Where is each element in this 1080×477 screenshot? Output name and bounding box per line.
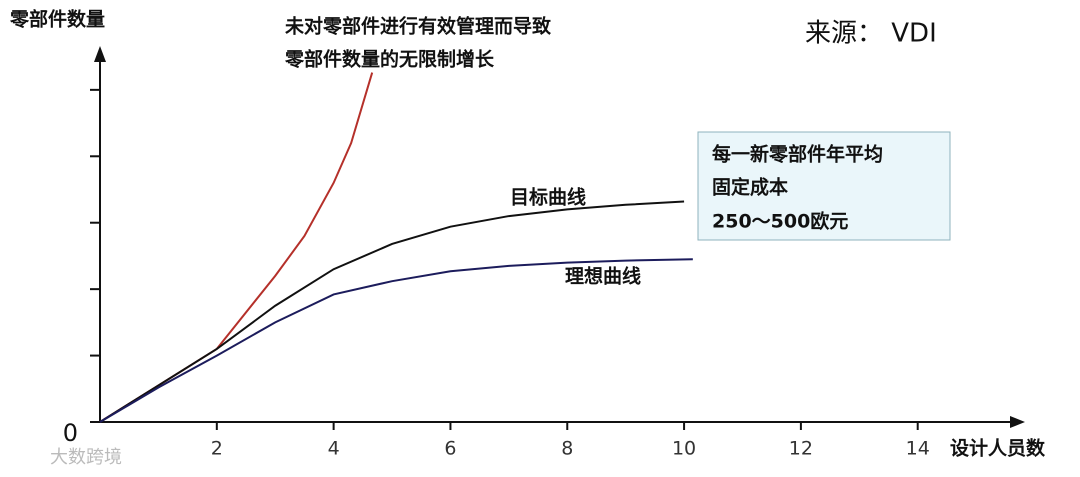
x-tick-label: 8 — [561, 438, 573, 460]
x-tick-label: 12 — [789, 438, 813, 460]
series-line — [99, 200, 685, 423]
series-label: 理想曲线 — [565, 265, 641, 288]
source: 来源： VDI — [805, 19, 937, 49]
x-tick-label: 6 — [444, 438, 456, 460]
note-text: 每一新零部件年平均 — [712, 143, 883, 166]
y-arrow — [94, 46, 106, 62]
x-tick-label: 2 — [211, 438, 223, 460]
note-text: 固定成本 — [712, 176, 788, 199]
y-axis-title: 零部件数量 — [9, 8, 105, 31]
series-line — [99, 258, 693, 423]
y-tick-label: 0 — [63, 419, 78, 447]
note-box — [697, 131, 951, 241]
x-tick-label: 14 — [906, 438, 930, 460]
x-axis-title: 设计人员数 — [950, 437, 1046, 460]
x-tick-label: 4 — [328, 438, 340, 460]
watermark: 大数跨境 — [50, 447, 122, 468]
x-tick-label: 10 — [672, 438, 696, 460]
annotation: 未对零部件进行有效管理而导致 — [284, 15, 552, 38]
series-label: 目标曲线 — [510, 186, 586, 209]
note-text: 250～500欧元 — [712, 210, 848, 233]
x-arrow — [1010, 416, 1025, 428]
series-line — [99, 72, 374, 423]
annotation: 零部件数量的无限制增长 — [284, 48, 495, 71]
